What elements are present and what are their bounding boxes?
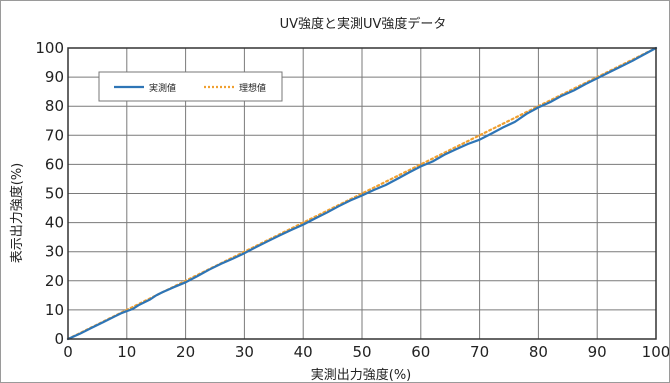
y-tick-label: 40 (45, 214, 64, 232)
y-tick-label: 30 (45, 243, 64, 261)
y-tick-label: 80 (45, 97, 64, 115)
chart-title: UV強度と実測UV強度データ (280, 16, 447, 32)
tick-labels: 0 10 20 30 40 50 60 70 80 90 100 0 10 20 30 40 50 60 70 80 9… (35, 39, 669, 361)
x-tick-label: 20 (176, 343, 195, 361)
x-tick-label: 60 (411, 343, 430, 361)
x-tick-label: 0 (63, 343, 73, 361)
y-tick-label: 100 (35, 39, 64, 57)
x-tick-label: 70 (470, 343, 489, 361)
x-tick-label: 100 (642, 343, 669, 361)
y-tick-label: 90 (45, 68, 64, 86)
y-tick-label: 50 (45, 185, 64, 203)
plot-area-border (67, 47, 657, 340)
plot-series (66, 46, 658, 341)
x-tick-label: 80 (529, 343, 548, 361)
y-tick-label: 60 (45, 155, 64, 173)
x-tick-label: 30 (235, 343, 254, 361)
y-axis-title: 表示出力強度(%) (9, 163, 25, 264)
legend-label-measured: 実測値 (149, 82, 176, 94)
y-tick-label: 20 (45, 272, 64, 290)
x-axis-title: 実測出力強度(%) (311, 367, 412, 382)
x-tick-label: 90 (588, 343, 607, 361)
legend-label-ideal: 理想値 (239, 82, 266, 94)
x-tick-label: 40 (294, 343, 313, 361)
x-tick-label: 10 (117, 343, 136, 361)
y-tick-label: 0 (54, 330, 64, 348)
x-tick-label: 50 (352, 343, 371, 361)
y-tick-label: 70 (45, 126, 64, 144)
legend: 実測値 理想値 (98, 71, 283, 102)
series-line-measured (66, 46, 658, 341)
y-tick-label: 10 (45, 301, 64, 319)
